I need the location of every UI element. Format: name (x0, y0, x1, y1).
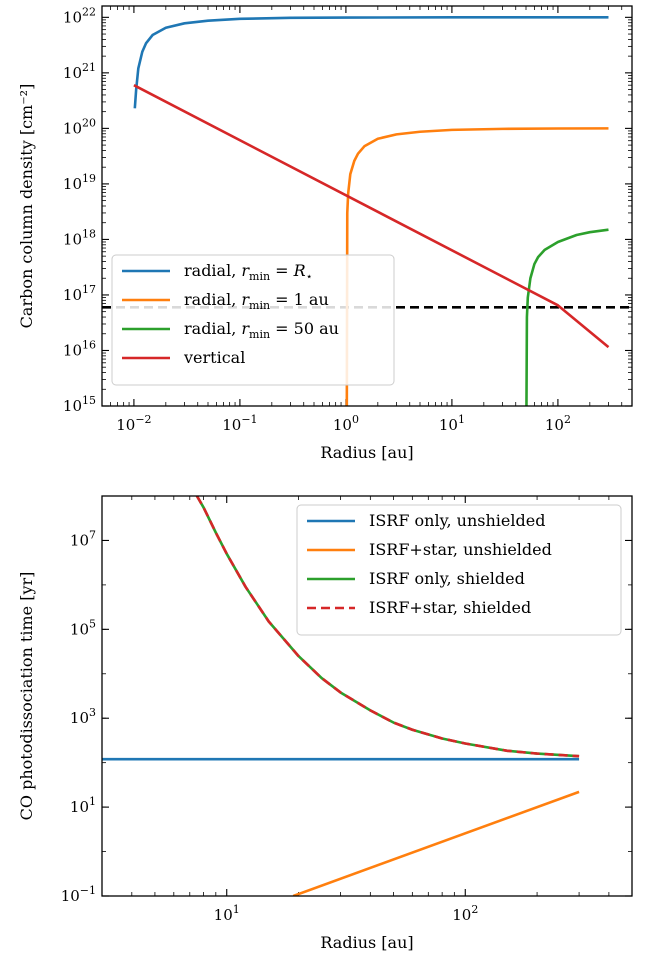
series-line-2 (292, 790, 580, 896)
x-tick-label: 102 (452, 903, 478, 924)
legend-label-3: radial, rmin = 50 au (184, 319, 339, 341)
legend-label-2: ISRF+star, unshielded (369, 540, 552, 559)
top-panel-carbon-column-density: 10−2 10−1 100 101 102 1015 1016 1017 1018 1019 102… (17, 5, 633, 462)
x-tick-label: 10−1 (222, 413, 257, 434)
y-tick-label: 1016 (63, 338, 96, 359)
y-tick-label: 1018 (63, 227, 96, 248)
legend-label-1: radial, rmin = R⋆ (184, 261, 313, 283)
legend-label-3: ISRF only, shielded (369, 569, 525, 588)
legend-box (296, 504, 622, 636)
y-tick-label: 103 (70, 706, 96, 727)
x-tick-label: 100 (333, 413, 359, 434)
y-tick-label: 1021 (63, 61, 96, 82)
plot-frame (101, 495, 633, 897)
y-tick-label: 105 (70, 617, 96, 638)
y-tick-label: 101 (70, 795, 96, 816)
series-line-4 (195, 496, 580, 758)
y-tick-label: 1020 (63, 116, 96, 137)
y-tick-label: 1015 (63, 394, 96, 415)
legend-label-4: ISRF+star, shielded (369, 598, 531, 617)
legend-box (111, 254, 395, 386)
series-line-1 (133, 16, 609, 109)
y-tick-label: 1022 (63, 5, 96, 26)
y-axis-label: Carbon column density [cm⁻²] (17, 84, 36, 329)
x-tick-label: 102 (545, 413, 571, 434)
x-axis-label: Radius [au] (320, 443, 413, 462)
x-tick-label: 10−2 (116, 413, 151, 434)
x-tick-label: 101 (214, 903, 240, 924)
bottom-panel-co-photodissociation-time: 101 102 10−1 101 103 105 107 Radius [au] CO phot… (17, 495, 633, 952)
y-tick-label: 10−1 (61, 884, 96, 905)
y-axis-label: CO photodissociation time [yr] (17, 572, 36, 821)
legend-label-2: radial, rmin = 1 au (184, 290, 329, 312)
y-tick-label: 107 (70, 528, 96, 549)
y-tick-label: 1019 (63, 172, 96, 193)
x-tick-label: 101 (439, 413, 465, 434)
series-line-4 (133, 84, 610, 349)
x-axis-label: Radius [au] (320, 933, 413, 952)
series-line-2 (345, 127, 609, 406)
legend-label-4: vertical (183, 348, 245, 367)
plot-frame (101, 5, 633, 407)
legend-label-1: ISRF only, unshielded (369, 511, 545, 530)
y-tick-label: 1017 (63, 283, 96, 304)
series-line-3 (525, 228, 609, 406)
